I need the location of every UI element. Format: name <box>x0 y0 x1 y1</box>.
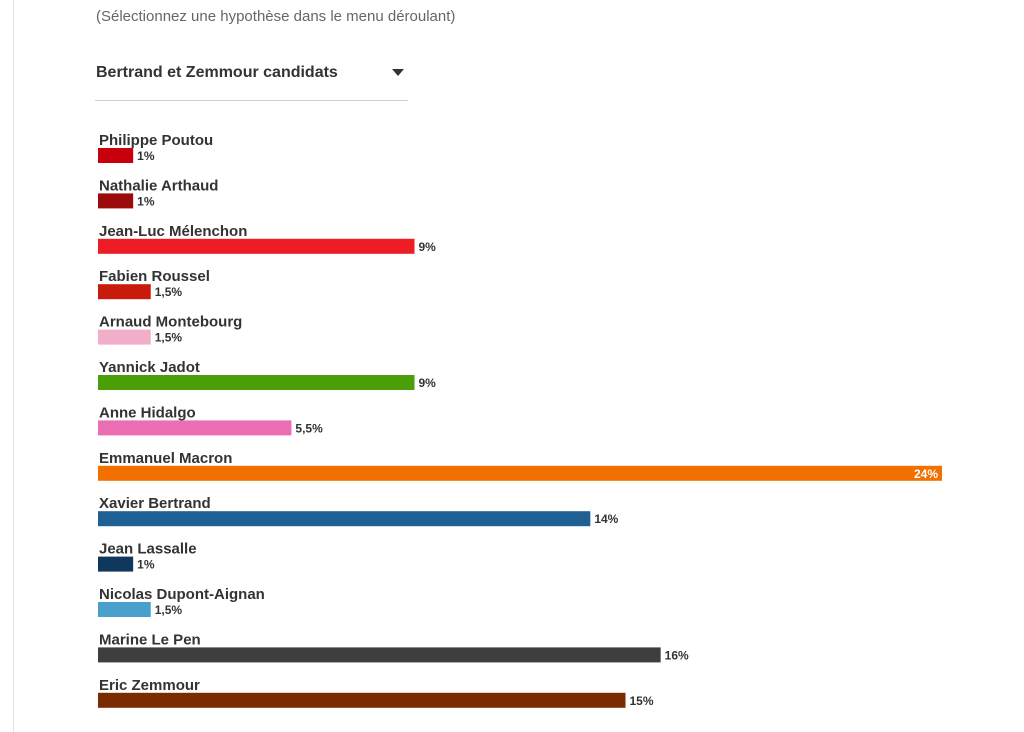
value-label: 1% <box>137 558 155 572</box>
candidate-label: Anne Hidalgo <box>99 404 196 421</box>
value-label: 9% <box>419 240 437 254</box>
candidate-label: Marine Le Pen <box>99 631 201 648</box>
bar-row: Jean-Luc Mélenchon 9% <box>98 223 436 254</box>
bar <box>98 556 134 572</box>
value-label: 1% <box>137 149 155 163</box>
candidate-label: Emmanuel Macron <box>99 450 232 467</box>
bar <box>98 329 151 345</box>
value-label: 24% <box>914 467 938 481</box>
value-label: 1,5% <box>155 603 183 617</box>
bar-row: Marine Le Pen 16% <box>98 631 689 663</box>
bar <box>98 511 591 527</box>
candidate-label: Nicolas Dupont-Aignan <box>99 586 265 603</box>
bar <box>98 375 415 390</box>
bar-row: Xavier Bertrand 14% <box>98 495 619 527</box>
value-label: 9% <box>419 376 437 390</box>
candidate-label: Jean Lassalle <box>99 541 197 558</box>
value-label: 15% <box>630 694 654 708</box>
value-label: 5,5% <box>295 421 323 435</box>
bar-row: Eric Zemmour 15% <box>98 677 654 708</box>
hypothesis-dropdown[interactable]: Bertrand et Zemmour candidats <box>95 56 408 101</box>
dropdown-selected-label: Bertrand et Zemmour candidats <box>96 64 338 81</box>
value-label: 16% <box>665 648 689 662</box>
candidate-label: Fabien Roussel <box>99 268 210 285</box>
bar <box>98 148 134 163</box>
candidate-label: Arnaud Montebourg <box>99 314 242 331</box>
bar <box>98 602 151 617</box>
bar <box>98 238 415 254</box>
page-left-border <box>13 0 14 732</box>
bar <box>98 647 661 663</box>
candidate-label: Xavier Bertrand <box>99 495 211 512</box>
value-label: 1,5% <box>155 331 183 345</box>
bar <box>98 420 292 436</box>
value-label: 1,5% <box>155 285 183 299</box>
candidate-label: Eric Zemmour <box>99 677 200 694</box>
bar <box>98 465 942 481</box>
candidate-label: Jean-Luc Mélenchon <box>99 223 247 240</box>
candidate-label: Nathalie Arthaud <box>99 177 218 194</box>
bar <box>98 284 151 300</box>
candidate-label: Philippe Poutou <box>99 132 213 149</box>
bar-row: Emmanuel Macron 24% <box>98 450 942 481</box>
caret-down-icon[interactable] <box>392 69 404 76</box>
value-label: 1% <box>137 194 155 208</box>
dropdown-hint: (Sélectionnez une hypothèse dans le menu… <box>96 8 456 25</box>
bar <box>98 692 626 708</box>
bar-row: Yannick Jadot 9% <box>98 359 436 390</box>
bar <box>98 193 134 209</box>
bar-row: Anne Hidalgo 5,5% <box>98 404 323 436</box>
candidate-label: Yannick Jadot <box>99 359 200 376</box>
value-label: 14% <box>594 512 618 526</box>
